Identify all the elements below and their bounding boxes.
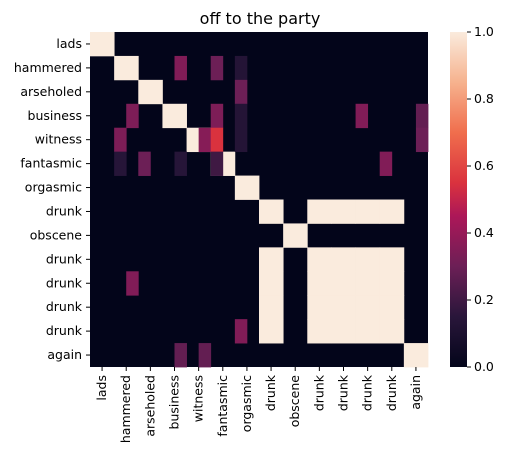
colorbar-gradient — [450, 32, 467, 367]
heatmap-cell — [379, 247, 405, 272]
heatmap-cell — [138, 79, 163, 105]
heatmap-cell — [307, 295, 332, 320]
heatmap-cell — [307, 271, 332, 296]
heatmap-cell — [234, 103, 248, 129]
heatmap-cell — [379, 319, 405, 344]
heatmap-cell — [259, 271, 284, 296]
colorbar-tick-label: 0.0 — [474, 359, 494, 374]
x-tick-label: drunk — [336, 374, 351, 411]
x-tick-label: arseholed — [142, 375, 157, 437]
heatmap-cell — [259, 199, 284, 224]
heatmap-cell — [234, 319, 248, 344]
heatmap-cell — [234, 79, 248, 105]
heatmap-cell — [331, 199, 356, 224]
heatmap-cell — [234, 55, 248, 81]
x-tick-label: drunk — [384, 374, 399, 411]
y-tick-label: drunk — [46, 275, 83, 290]
heatmap-cells — [90, 32, 429, 368]
x-tick-label: again — [408, 375, 423, 410]
x-axis-labels: lads hammered arseholed business witness fant… — [94, 367, 423, 443]
heatmap-cell — [162, 103, 187, 129]
y-tick-label: orgasmic — [25, 180, 82, 195]
heatmap-cell — [355, 295, 381, 320]
heatmap-cell — [259, 247, 284, 272]
colorbar-tick-label: 0.4 — [474, 225, 494, 240]
heatmap-cell — [126, 103, 139, 129]
x-tick-label: drunk — [263, 374, 278, 411]
heatmap-cell — [331, 271, 356, 296]
y-tick-label: witness — [35, 132, 82, 147]
colorbar: 0.0 0.2 0.4 0.6 0.8 1.0 — [450, 24, 494, 374]
chart-title: off to the party — [200, 9, 321, 28]
colorbar-tick-label: 0.2 — [474, 292, 494, 307]
heatmap-cell — [307, 199, 332, 224]
heatmap-cell — [331, 295, 356, 320]
heatmap-cell — [379, 295, 405, 320]
heatmap-cell — [234, 127, 248, 153]
y-tick-label: drunk — [46, 299, 83, 314]
heatmap-cell — [355, 319, 381, 344]
heatmap-cell — [415, 103, 429, 129]
heatmap-cell — [379, 199, 405, 224]
heatmap-cell — [126, 271, 139, 296]
heatmap-cell — [259, 319, 284, 344]
x-tick-label: witness — [191, 375, 206, 422]
heatmap-cell — [355, 199, 381, 224]
x-tick-label: business — [167, 375, 182, 429]
heatmap-cell — [259, 295, 284, 320]
heatmap-cell — [90, 32, 115, 57]
y-tick-label: drunk — [46, 323, 83, 338]
heatmap-cell — [198, 127, 212, 153]
heatmap-cell — [234, 175, 260, 200]
heatmap-cell — [114, 151, 127, 176]
heatmap-cell — [210, 55, 224, 81]
x-tick-label: drunk — [360, 374, 375, 411]
y-tick-label: fantasmic — [20, 156, 82, 171]
y-tick-label: hammered — [14, 60, 82, 75]
heatmap-cell — [307, 247, 332, 272]
x-tick-label: fantasmic — [215, 375, 230, 437]
colorbar-tick-label: 0.8 — [474, 91, 494, 106]
heatmap-cell — [331, 319, 356, 344]
heatmap-cell — [403, 343, 429, 368]
heatmap-cell — [210, 151, 224, 176]
y-tick-label: again — [47, 347, 82, 362]
y-tick-label: lads — [56, 36, 82, 51]
x-tick-label: obscene — [287, 375, 302, 428]
heatmap-cell — [415, 127, 429, 153]
heatmap-cell — [114, 127, 127, 153]
y-tick-label: obscene — [30, 227, 83, 242]
colorbar-tick-label: 0.6 — [474, 158, 494, 173]
heatmap-cell — [355, 247, 381, 272]
x-tick-label: lads — [94, 375, 109, 401]
x-tick-label: drunk — [311, 374, 326, 411]
y-tick-label: drunk — [46, 251, 83, 266]
y-tick-label: arseholed — [20, 84, 82, 99]
heatmap-cell — [174, 151, 187, 176]
heatmap-cell — [174, 55, 187, 81]
heatmap-cell — [379, 151, 393, 176]
heatmap-cell — [355, 103, 369, 129]
heatmap-cell — [174, 343, 187, 368]
heatmap-cell — [283, 223, 308, 248]
heatmap-cell — [114, 55, 139, 81]
heatmap-cell — [210, 127, 224, 153]
heatmap-cell — [355, 271, 381, 296]
heatmap-cell — [210, 103, 224, 129]
colorbar-tick-label: 1.0 — [474, 24, 494, 39]
heatmap-cell — [138, 151, 151, 176]
y-tick-label: drunk — [46, 203, 83, 218]
y-axis-labels: lads hammered arseholed business witness fant… — [14, 36, 90, 362]
heatmap-cell — [307, 319, 332, 344]
x-tick-label: hammered — [118, 375, 133, 443]
heatmap-cell — [331, 247, 356, 272]
x-tick-label: orgasmic — [239, 375, 254, 432]
heatmap-cell — [198, 343, 212, 368]
y-tick-label: business — [28, 108, 82, 123]
heatmap-cell — [379, 271, 405, 296]
